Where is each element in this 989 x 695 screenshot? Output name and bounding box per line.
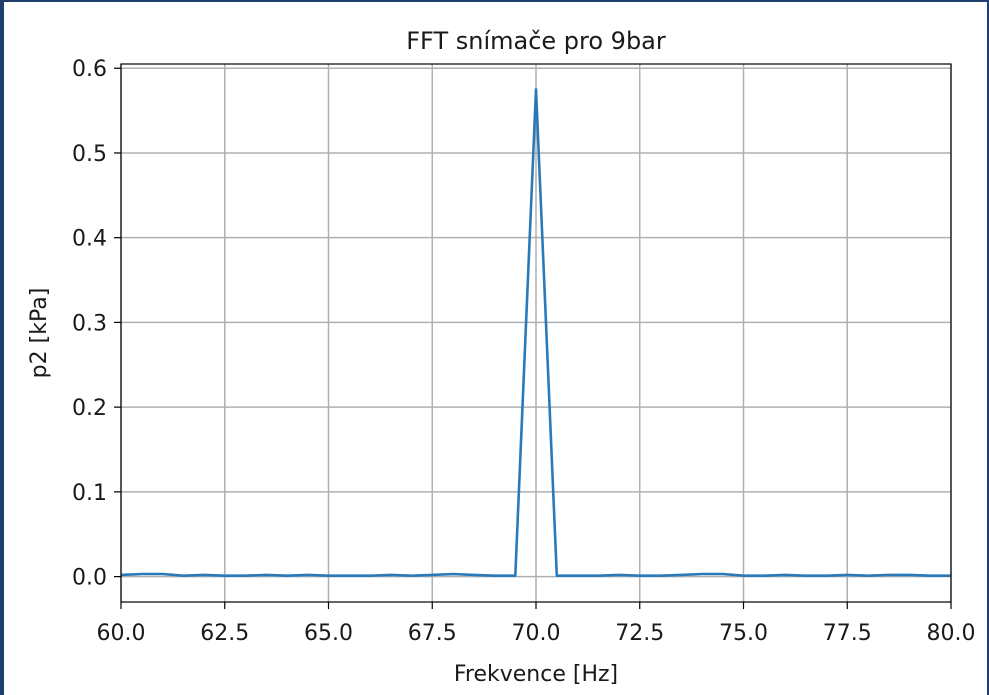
x-tick-label: 65.0 bbox=[304, 621, 353, 646]
series-group bbox=[120, 88, 951, 578]
y-axis-label: p2 [kPa] bbox=[27, 288, 52, 379]
series-line bbox=[120, 88, 951, 578]
y-tick-label: 0.5 bbox=[72, 142, 107, 167]
y-tick-label: 0.3 bbox=[72, 311, 107, 336]
x-tick-label: 72.5 bbox=[615, 621, 664, 646]
chart-title: FFT snímače pro 9bar bbox=[406, 27, 666, 55]
y-tick-label: 0.0 bbox=[72, 566, 107, 591]
x-axis-label: Frekvence [Hz] bbox=[454, 662, 618, 687]
x-tick-label: 70.0 bbox=[512, 621, 561, 646]
x-tick-label: 80.0 bbox=[927, 621, 976, 646]
x-axis: 60.0 62.5 65.0 67.5 70.0 72.5 75.0 77.5 80.0 bbox=[97, 602, 976, 646]
x-tick-label: 77.5 bbox=[823, 621, 872, 646]
y-tick-label: 0.1 bbox=[72, 481, 107, 506]
y-tick-label: 0.2 bbox=[72, 396, 107, 421]
y-tick-label: 0.4 bbox=[72, 227, 107, 252]
x-tick-label: 75.0 bbox=[719, 621, 768, 646]
y-axis: 0.0 0.1 0.2 0.3 0.4 0.5 0.6 bbox=[72, 57, 121, 591]
y-tick-label: 0.6 bbox=[72, 57, 107, 82]
x-tick-label: 67.5 bbox=[408, 621, 457, 646]
x-tick-label: 62.5 bbox=[200, 621, 249, 646]
x-tick-label: 60.0 bbox=[97, 621, 146, 646]
